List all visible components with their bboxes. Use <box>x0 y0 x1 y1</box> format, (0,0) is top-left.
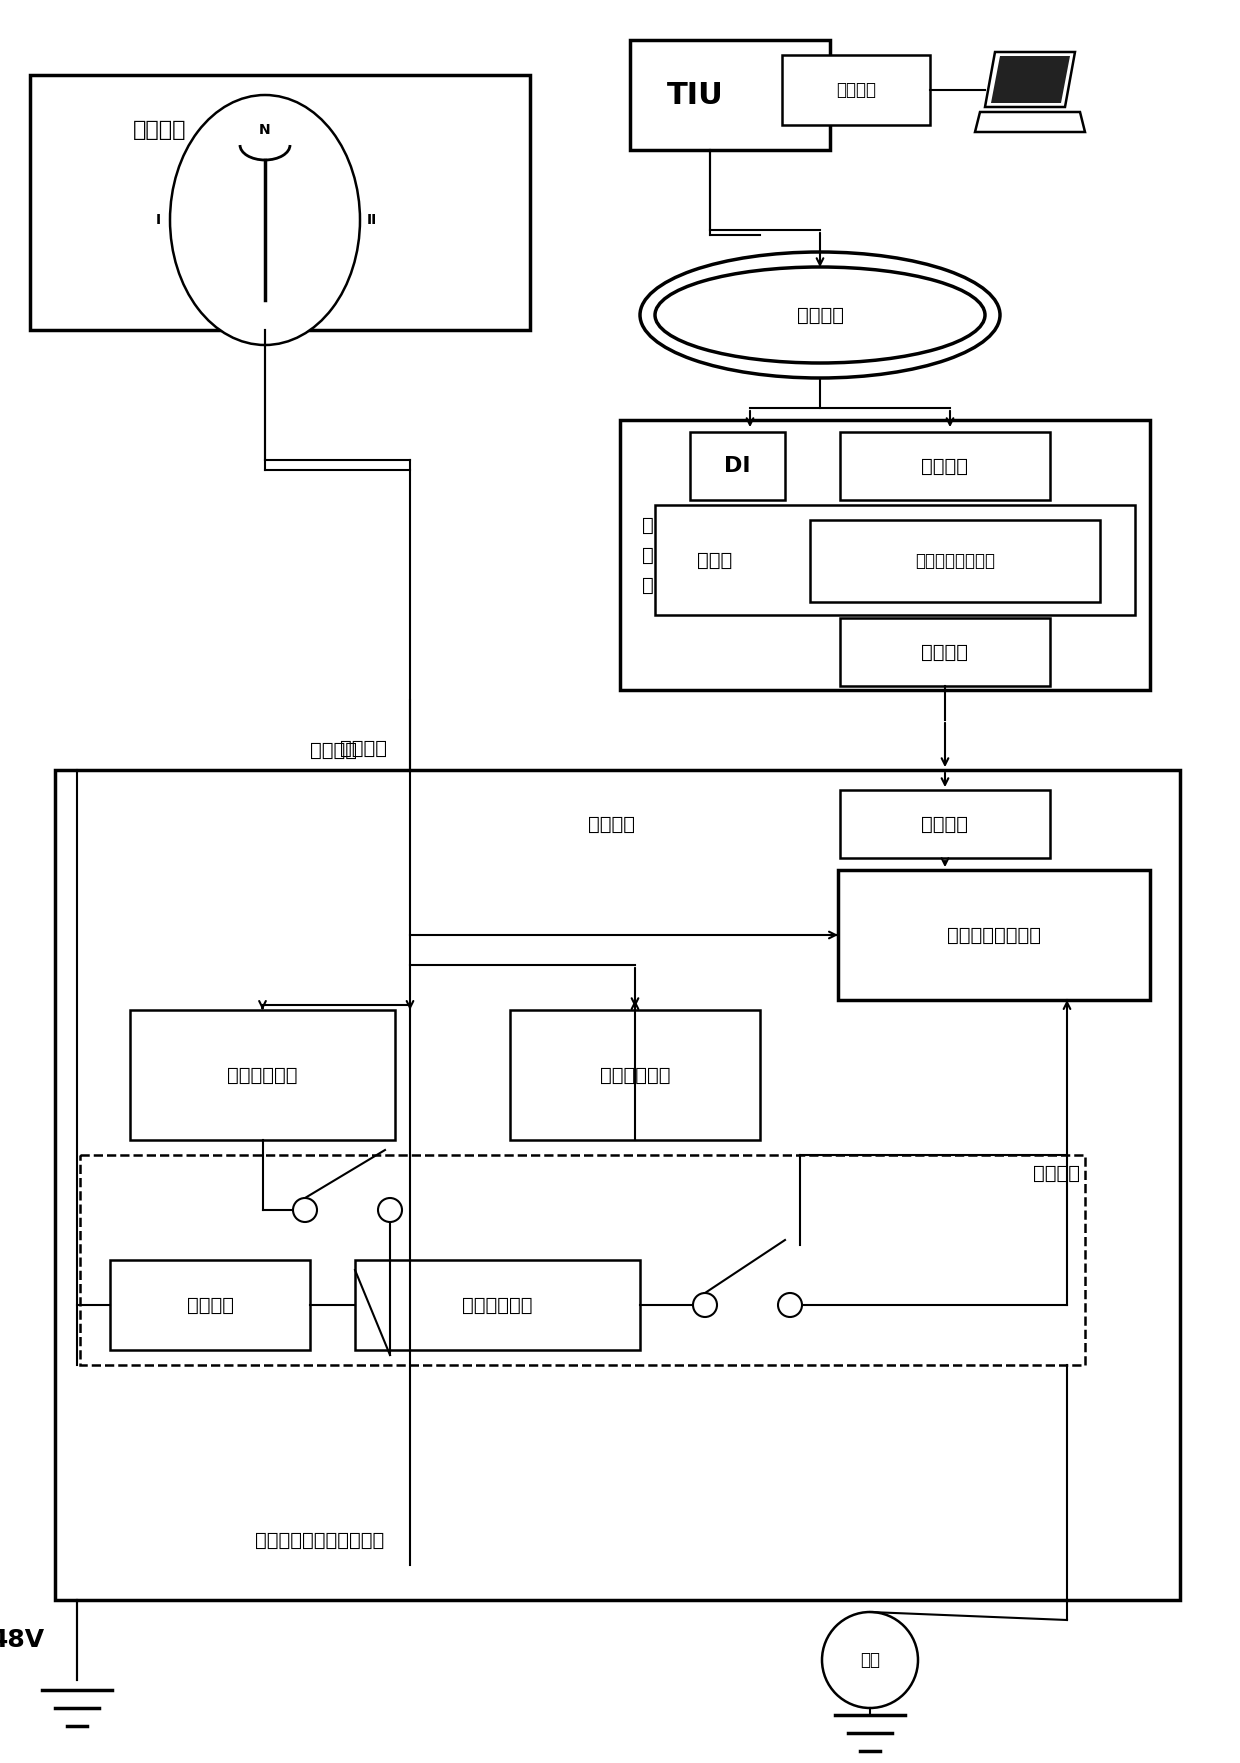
Text: 通信端口: 通信端口 <box>921 642 968 661</box>
Bar <box>510 1010 760 1141</box>
Circle shape <box>378 1199 402 1222</box>
Text: 处理器: 处理器 <box>697 550 733 569</box>
Circle shape <box>693 1292 717 1317</box>
Bar <box>630 41 830 150</box>
Text: DI: DI <box>724 457 750 476</box>
Text: 使能产生逻辑模块: 使能产生逻辑模块 <box>915 552 994 569</box>
Bar <box>620 420 1149 689</box>
Text: 脉冲监测模块: 脉冲监测模块 <box>463 1296 533 1315</box>
Polygon shape <box>991 56 1070 102</box>
Text: N: N <box>259 123 270 138</box>
Bar <box>81 1155 1085 1365</box>
Text: 站: 站 <box>642 575 653 594</box>
Bar <box>655 504 1135 615</box>
Text: 制: 制 <box>642 545 653 564</box>
Bar <box>689 432 785 501</box>
Text: 48V: 48V <box>0 1627 45 1652</box>
Text: 通信端口: 通信端口 <box>921 457 968 476</box>
Text: 通信端口: 通信端口 <box>921 815 968 834</box>
Polygon shape <box>985 51 1075 108</box>
Text: 负载: 负载 <box>861 1650 880 1670</box>
Bar <box>839 432 1050 501</box>
Bar <box>838 869 1149 1000</box>
Ellipse shape <box>655 266 985 363</box>
Bar <box>30 76 529 330</box>
Text: II: II <box>367 213 377 227</box>
Circle shape <box>293 1199 317 1222</box>
Bar <box>110 1261 310 1350</box>
Bar <box>130 1010 396 1141</box>
Text: 驱动指令: 驱动指令 <box>310 740 357 760</box>
Bar <box>810 520 1100 601</box>
Bar <box>782 55 930 125</box>
Text: 控: 控 <box>642 515 653 534</box>
Text: 维护接口: 维护接口 <box>836 81 875 99</box>
Ellipse shape <box>170 95 360 346</box>
Polygon shape <box>975 113 1085 132</box>
Text: 安全级优选输出控制回路: 安全级优选输出控制回路 <box>255 1530 384 1550</box>
Text: 使能信号: 使能信号 <box>588 815 635 834</box>
Text: I: I <box>155 213 160 227</box>
Circle shape <box>777 1292 802 1317</box>
Text: 使能信号: 使能信号 <box>1033 1164 1080 1183</box>
Bar <box>839 790 1050 859</box>
Bar <box>355 1261 640 1350</box>
Text: 试验面板: 试验面板 <box>133 120 187 139</box>
Text: 试验结果判断模块: 试验结果判断模块 <box>947 926 1042 945</box>
Bar <box>55 770 1180 1601</box>
Bar <box>839 619 1050 686</box>
Text: 限流模块: 限流模块 <box>186 1296 233 1315</box>
Text: 注入逻辑模块: 注入逻辑模块 <box>227 1065 298 1084</box>
Circle shape <box>822 1611 918 1708</box>
Text: 脉冲生成模块: 脉冲生成模块 <box>600 1065 671 1084</box>
Ellipse shape <box>640 252 999 377</box>
Text: TIU: TIU <box>667 81 723 109</box>
Text: 驱动指令: 驱动指令 <box>340 739 387 758</box>
Text: 安全总线: 安全总线 <box>796 305 843 324</box>
